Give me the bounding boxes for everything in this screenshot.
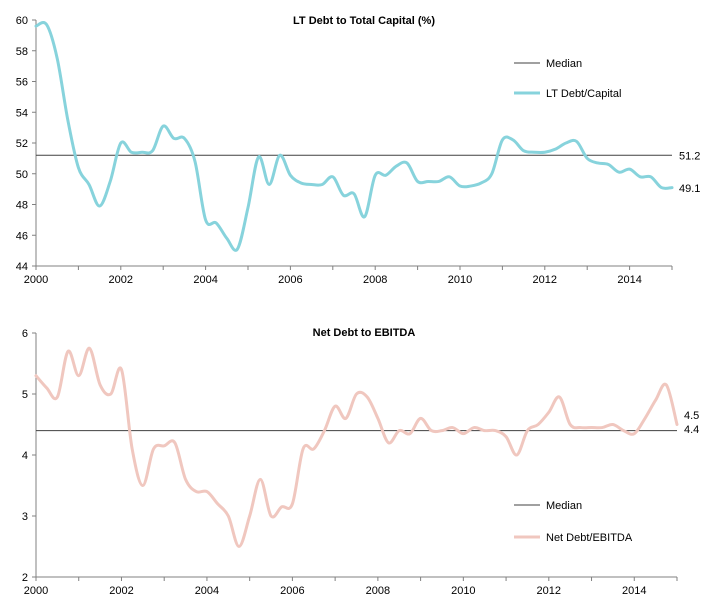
y-tick-label: 54 [16, 107, 28, 119]
chart-title: LT Debt to Total Capital (%) [293, 15, 435, 27]
median-value-label: 51.2 [679, 150, 700, 162]
series-line-debt-capital [34, 21, 674, 252]
axes: 2 3 4 5 6 2000 2002 2004 2006 2008 2010 2012 2014 [22, 328, 678, 597]
series-line-net-debt [34, 346, 679, 548]
legend: Median Net Debt/EBITDA [514, 500, 633, 544]
axes: 44 46 48 50 52 54 56 58 60 2000 2002 2004 2006 2008 20… [16, 15, 673, 286]
x-tick-label: 2004 [193, 274, 217, 286]
x-tick-label: 2014 [622, 585, 646, 597]
chart-net-debt-to-ebitda: Net Debt to EBITDA 2 3 4 5 6 2000 2002 2004 2006… [22, 327, 699, 597]
y-tick-label: 44 [16, 261, 28, 273]
legend-median-label: Median [546, 58, 582, 70]
y-tick-label: 48 [16, 200, 28, 212]
y-tick-label: 5 [22, 389, 28, 401]
last-value-label: 49.1 [679, 183, 700, 195]
y-tick-label: 50 [16, 169, 28, 181]
y-tick-label: 56 [16, 77, 28, 89]
x-tick-label: 2008 [366, 585, 390, 597]
y-tick-label: 2 [22, 572, 28, 584]
legend-series-label: Net Debt/EBITDA [546, 532, 633, 544]
legend-median-label: Median [546, 500, 582, 512]
legend-series-label: LT Debt/Capital [546, 88, 621, 100]
chart-debt-to-capital: LT Debt to Total Capital (%) 44 46 48 50 52 5… [16, 15, 701, 286]
x-tick-label: 2010 [448, 274, 472, 286]
y-tick-label: 52 [16, 138, 28, 150]
x-tick-label: 2006 [280, 585, 304, 597]
x-tick-label: 2012 [537, 585, 561, 597]
last-value-label: 4.5 [684, 410, 699, 422]
x-tick-label: 2000 [24, 585, 48, 597]
y-tick-label: 60 [16, 15, 28, 27]
x-tick-label: 2004 [195, 585, 219, 597]
median-value-label: 4.4 [684, 424, 699, 436]
x-tick-label: 2008 [363, 274, 387, 286]
x-tick-label: 2012 [533, 274, 557, 286]
y-tick-label: 3 [22, 511, 28, 523]
legend: Median LT Debt/Capital [514, 58, 621, 100]
y-tick-label: 46 [16, 230, 28, 242]
y-tick-label: 58 [16, 46, 28, 58]
x-tick-label: 2014 [617, 274, 641, 286]
x-tick-label: 2002 [109, 585, 133, 597]
x-tick-label: 2002 [109, 274, 133, 286]
chart-title: Net Debt to EBITDA [313, 327, 416, 339]
y-tick-label: 6 [22, 328, 28, 340]
x-tick-label: 2010 [451, 585, 475, 597]
y-tick-label: 4 [22, 450, 28, 462]
x-tick-label: 2006 [278, 274, 302, 286]
x-tick-label: 2000 [24, 274, 48, 286]
